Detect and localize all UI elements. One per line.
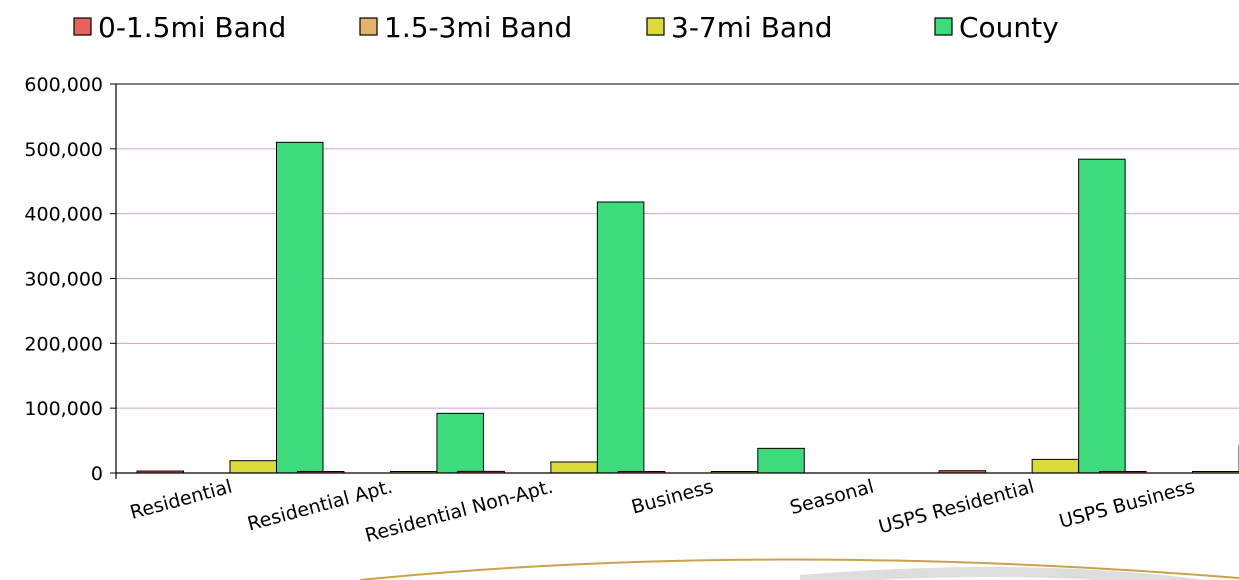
- axes: [110, 83, 1239, 479]
- y-tick-label: 0: [91, 463, 103, 485]
- bar-county-residential-non-apt: [596, 201, 645, 474]
- y-tick-label: 200,000: [24, 333, 103, 355]
- legend-label-county: County: [959, 11, 1059, 44]
- y-tick-label: 600,000: [24, 74, 103, 96]
- y-tick-label: 100,000: [24, 398, 103, 420]
- y-tick-label: 400,000: [24, 204, 103, 226]
- legend-label-0-1-5mi-band: 0-1.5mi Band: [98, 11, 286, 44]
- legend-swatch-0-1-5mi-band: [73, 17, 92, 36]
- legend-swatch-1-5-3mi-band: [359, 17, 378, 36]
- bar-3-7mi-band-residential: [229, 460, 277, 474]
- category-label-usps-business: USPS Business: [1057, 476, 1197, 533]
- bar-county-usps-residential: [1078, 158, 1126, 474]
- category-label-business: Business: [629, 476, 716, 519]
- legend: 0-1.5mi Band 1.5-3mi Band 3-7mi Band County: [73, 11, 1059, 44]
- legend-swatch-3-7mi-band: [646, 17, 665, 36]
- y-tick-label: 300,000: [24, 269, 103, 291]
- bar-county-residential-apt: [436, 412, 484, 474]
- y-axis-tick-labels: 0 100,000 200,000 300,000 400,000 500,000 600,…: [24, 74, 103, 485]
- bars: [136, 141, 1239, 474]
- category-label-usps-residential: USPS Residential: [876, 476, 1036, 539]
- bar-3-7mi-band-usps-residential: [1031, 458, 1080, 474]
- bar-3-7mi-band-residential-non-apt: [550, 461, 598, 474]
- gridlines: [116, 148, 1239, 409]
- watermark-arc-gold: [359, 558, 1239, 580]
- category-label-seasonal: Seasonal: [788, 476, 877, 519]
- watermark-arc-gray: [799, 567, 1205, 580]
- bar-county-business: [757, 447, 805, 474]
- legend-label-1-5-3mi-band: 1.5-3mi Band: [384, 11, 572, 44]
- bar-county-residential: [276, 141, 324, 474]
- legend-label-3-7mi-band: 3-7mi Band: [671, 11, 833, 44]
- category-label-residential: Residential: [128, 476, 235, 524]
- x-axis-category-labels: Residential Residential Apt.Residential N…: [128, 476, 1197, 547]
- legend-swatch-county: [934, 17, 953, 36]
- y-tick-label: 500,000: [24, 139, 103, 161]
